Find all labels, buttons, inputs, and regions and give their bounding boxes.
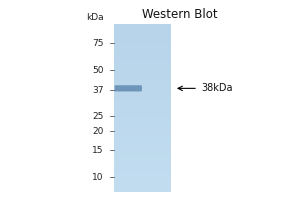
Text: 50: 50	[92, 66, 103, 75]
Text: 75: 75	[92, 39, 103, 48]
Text: 10: 10	[92, 173, 103, 182]
Text: 25: 25	[92, 112, 103, 121]
Text: 37: 37	[92, 86, 103, 95]
Text: 38kDa: 38kDa	[201, 83, 232, 93]
FancyBboxPatch shape	[115, 85, 142, 91]
Text: Western Blot: Western Blot	[142, 7, 218, 21]
Text: 20: 20	[92, 127, 103, 136]
Text: 15: 15	[92, 146, 103, 155]
Text: kDa: kDa	[86, 14, 104, 22]
